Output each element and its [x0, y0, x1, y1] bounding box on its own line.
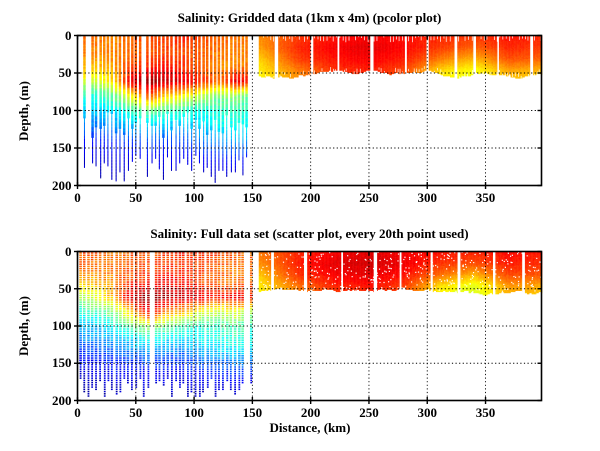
x-tick-label: 0: [74, 404, 81, 420]
y-tick-label: 0: [65, 27, 72, 43]
y-tick-label: 50: [58, 65, 72, 80]
y-tick-label: 200: [52, 177, 72, 193]
y-tick-label: 150: [52, 140, 72, 155]
y-axis-label-bottom: Depth, (m): [16, 296, 31, 356]
panel-title-gridded: Salinity: Gridded data (1km x 4m) (pcolo…: [177, 10, 442, 25]
y-tick-label: 100: [52, 102, 72, 118]
x-tick-label: 0: [74, 189, 81, 205]
y-tick-label: 50: [58, 280, 72, 296]
x-tick-label: 100: [184, 404, 204, 420]
x-tick-label: 250: [359, 189, 379, 205]
x-tick-label: 350: [475, 404, 496, 420]
x-tick-label: 300: [417, 404, 437, 420]
x-tick-label: 250: [359, 404, 379, 420]
x-tick-label: 100: [184, 189, 204, 205]
x-tick-label: 150: [242, 189, 263, 205]
y-tick-label: 100: [52, 318, 72, 333]
y-axis-label-top: Depth, (m): [16, 81, 31, 141]
panel-title-scatter: Salinity: Full data set (scatter plot, e…: [150, 226, 469, 241]
x-tick-label: 50: [129, 189, 143, 205]
x-tick-label: 50: [129, 404, 143, 420]
x-tick-label: 350: [475, 189, 496, 205]
x-tick-label: 200: [300, 189, 321, 205]
x-tick-label: 300: [417, 189, 437, 205]
x-tick-label: 200: [300, 404, 321, 420]
y-tick-label: 150: [52, 355, 72, 371]
y-tick-label: 200: [52, 392, 72, 408]
x-axis-label: Distance, (km): [269, 420, 351, 435]
x-tick-label: 150: [242, 404, 263, 420]
y-tick-label: 0: [65, 243, 72, 259]
